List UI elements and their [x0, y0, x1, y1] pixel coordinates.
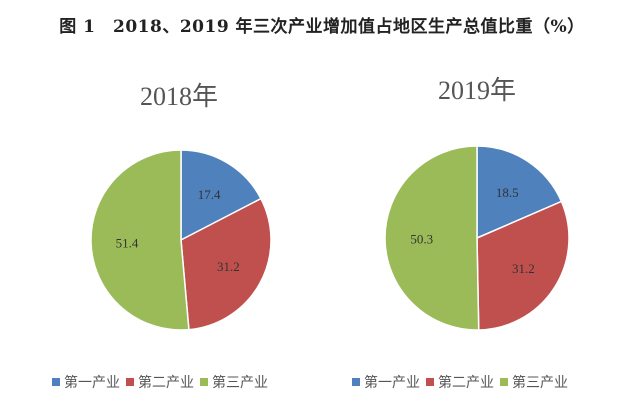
pie-slice-第一产业 [180, 149, 262, 242]
data-label: 17.4 [198, 187, 221, 202]
legend-item: 第三产业 [200, 372, 268, 392]
legend-item: 第一产业 [52, 372, 120, 392]
data-label: 18.5 [496, 185, 519, 200]
pie-slice-第三产业 [384, 145, 480, 331]
legend-swatch [126, 378, 134, 386]
legend-item: 第二产业 [126, 372, 194, 392]
legend-label: 第三产业 [512, 375, 568, 391]
legend-2019: 第一产业 第二产业 第三产业 [352, 372, 568, 392]
pie-slice-第三产业 [90, 149, 190, 331]
legend-swatch [52, 378, 60, 386]
legend-swatch [352, 378, 360, 386]
legend-label: 第二产业 [438, 375, 494, 391]
legend-item: 第三产业 [500, 372, 568, 392]
data-label: 31.2 [512, 261, 535, 276]
figure-title: 图 1 2018、2019 年三次产业增加值占地区生产总值比重（%） [59, 17, 585, 37]
pie-title-2018: 2018年 [140, 82, 219, 111]
pie-slice-第二产业 [180, 197, 272, 331]
legend-label: 第三产业 [212, 375, 268, 391]
legend-label: 第一产业 [64, 375, 120, 391]
pie-slice-第一产业 [476, 145, 563, 240]
data-label: 31.2 [217, 259, 240, 274]
legend-label: 第二产业 [138, 375, 194, 391]
legend-swatch [500, 378, 508, 386]
data-label: 50.3 [410, 232, 433, 247]
data-label: 51.4 [116, 235, 139, 250]
legend-swatch [426, 378, 434, 386]
legend-label: 第一产业 [364, 375, 420, 391]
legend-2018: 第一产业 第二产业 第三产业 [52, 372, 268, 392]
legend-item: 第一产业 [352, 372, 420, 392]
legend-swatch [200, 378, 208, 386]
pie-slice-第二产业 [476, 200, 570, 331]
legend-item: 第二产业 [426, 372, 494, 392]
pie-title-2019: 2019年 [438, 76, 517, 105]
